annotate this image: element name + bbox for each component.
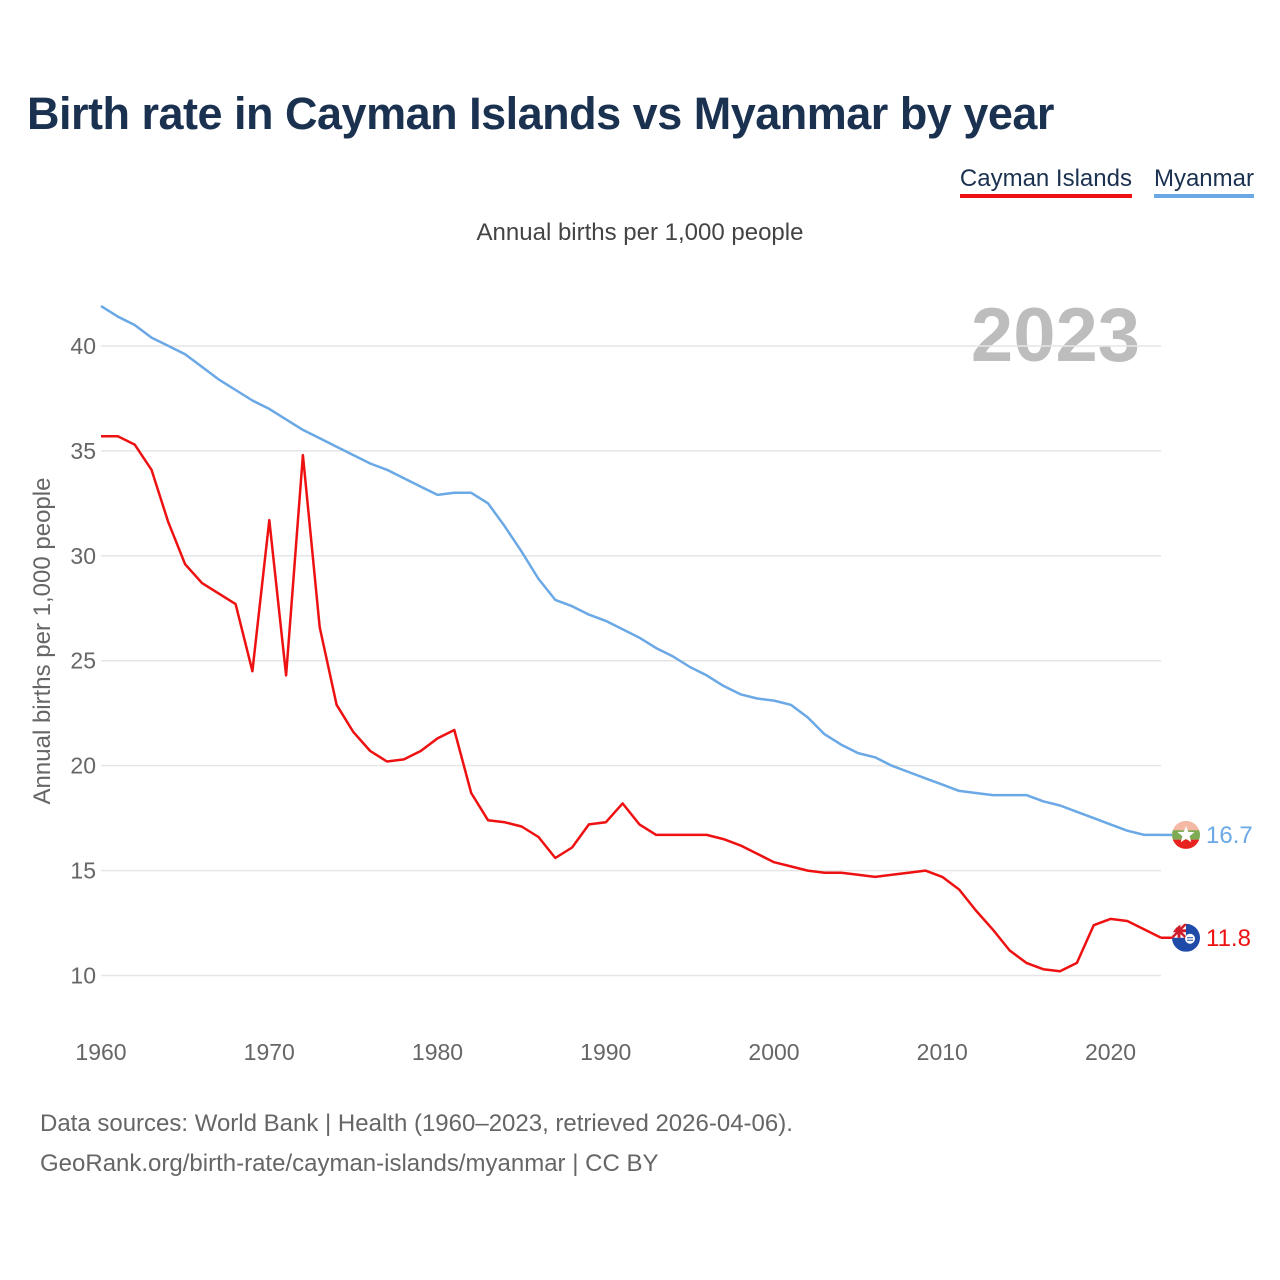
series-lines	[101, 306, 1161, 971]
x-tick-label-1960: 1960	[75, 1039, 126, 1065]
cayman-flag-icon	[1172, 924, 1200, 952]
footer: Data sources: World Bank | Health (1960–…	[40, 1104, 793, 1184]
y-tick-label-40: 40	[70, 333, 96, 359]
y-tick-label-15: 15	[70, 858, 96, 884]
y-tick-label-20: 20	[70, 753, 96, 779]
footer-link[interactable]: GeoRank.org/birth-rate/cayman-islands/my…	[40, 1144, 793, 1184]
series-line-cayman-islands	[101, 436, 1161, 971]
series-line-myanmar	[101, 306, 1161, 835]
x-tick-label-2010: 2010	[917, 1039, 968, 1065]
end-label-myanmar: 16.7	[1206, 822, 1253, 849]
grid-lines	[101, 346, 1161, 976]
footer-source: Data sources: World Bank | Health (1960–…	[40, 1104, 793, 1144]
chart-subtitle: Annual births per 1,000 people	[477, 219, 804, 246]
chart-area: Annual births per 1,000 people 2023 Annu…	[0, 0, 1280, 1280]
y-tick-label-30: 30	[70, 543, 96, 569]
year-badge: 2023	[971, 293, 1140, 378]
y-tick-label-35: 35	[70, 438, 96, 464]
x-tick-label-1980: 1980	[412, 1039, 463, 1065]
x-tick-label-2000: 2000	[748, 1039, 799, 1065]
x-tick-label-1970: 1970	[244, 1039, 295, 1065]
x-axis-ticks: 1960 1970 1980 1990 2000 2010 2020	[75, 1039, 1136, 1065]
y-tick-label-25: 25	[70, 648, 96, 674]
y-axis-label: Annual births per 1,000 people	[29, 478, 56, 805]
myanmar-flag-icon	[1172, 821, 1200, 850]
x-tick-label-1990: 1990	[580, 1039, 631, 1065]
x-tick-label-2020: 2020	[1085, 1039, 1136, 1065]
y-axis-ticks: 10 15 20 25 30 35 40	[70, 333, 96, 989]
end-markers: 11.8 16.7	[1161, 821, 1253, 952]
y-tick-label-10: 10	[70, 963, 96, 989]
end-label-cayman-islands: 11.8	[1206, 925, 1251, 952]
